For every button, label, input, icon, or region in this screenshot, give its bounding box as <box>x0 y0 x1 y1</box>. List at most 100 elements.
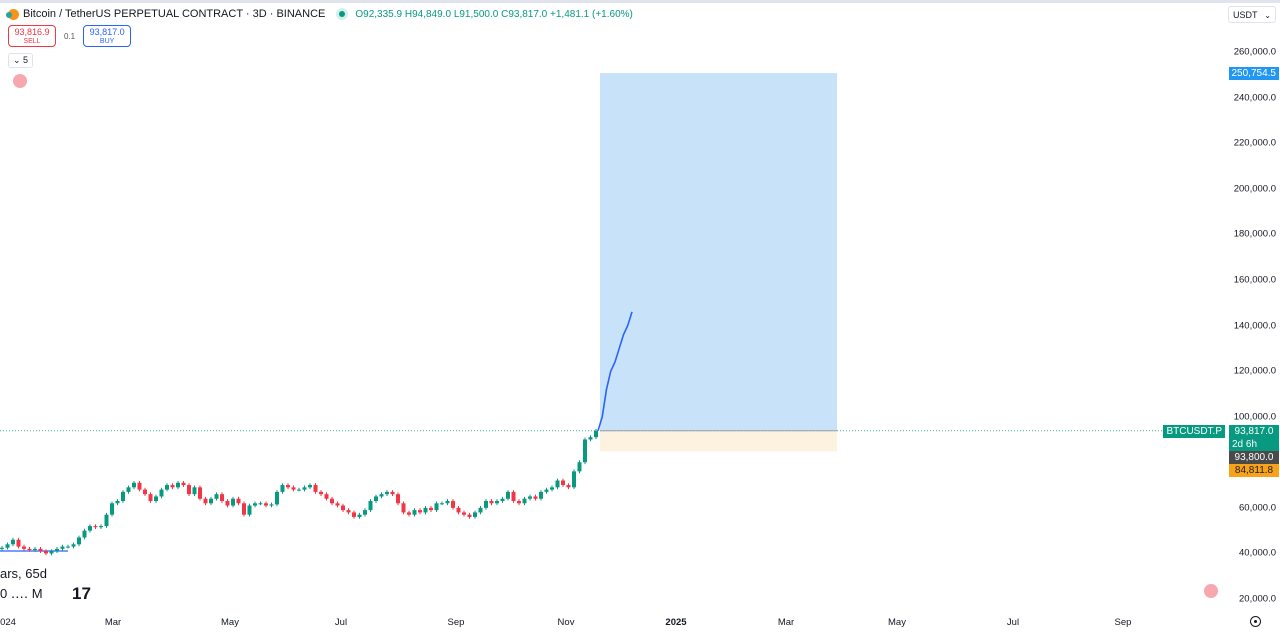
time-axis-label: Mar <box>777 617 795 628</box>
candle <box>352 512 356 517</box>
candle <box>363 510 367 515</box>
close-value: C93,817.0 <box>501 8 548 20</box>
candle <box>280 485 285 492</box>
candle <box>264 503 268 506</box>
candle <box>583 439 587 463</box>
price-axis-label: 120,000.0 <box>1233 365 1276 377</box>
candle <box>511 491 516 502</box>
time-axis-label: 024 <box>0 617 16 628</box>
alert-dot-icon[interactable] <box>13 74 27 88</box>
stop-price-tag: 84,811.8 <box>1229 464 1279 477</box>
candle <box>506 491 510 499</box>
candle <box>500 498 505 502</box>
candle <box>143 489 147 495</box>
candle <box>275 491 279 505</box>
candle <box>154 496 158 502</box>
candle <box>203 498 208 504</box>
candle <box>533 496 538 499</box>
price-chart[interactable] <box>0 0 1225 612</box>
top-border <box>0 0 1280 3</box>
price-axis-label: 220,000.0 <box>1233 137 1276 149</box>
candle <box>170 485 175 488</box>
candle <box>258 503 263 505</box>
overlay-volume-text: 0 ‥‥ M <box>0 586 43 601</box>
candle <box>423 507 428 513</box>
buy-label: BUY <box>99 38 115 45</box>
price-axis-label: 100,000.0 <box>1233 411 1276 423</box>
candle <box>253 503 257 506</box>
candle <box>220 494 224 502</box>
price-axis-label: 240,000.0 <box>1233 92 1276 104</box>
candle <box>572 471 576 488</box>
candle <box>566 485 571 488</box>
candle <box>473 512 477 517</box>
candle <box>115 501 120 504</box>
sell-price: 93,816.9 <box>14 27 50 37</box>
candle <box>291 487 296 490</box>
candle <box>451 501 455 508</box>
market-open-icon <box>339 11 346 17</box>
candle <box>396 494 400 504</box>
candle <box>495 501 499 504</box>
settings-icon[interactable] <box>1250 616 1261 627</box>
price-axis-label: 40,000.0 <box>1239 547 1276 559</box>
candle <box>126 487 131 492</box>
candle <box>401 503 406 513</box>
candle <box>346 510 351 513</box>
time-axis-label: May <box>221 617 239 628</box>
candle <box>577 462 582 472</box>
countdown-tag: 2d 6h <box>1229 438 1279 451</box>
alert-dot-icon[interactable] <box>1204 584 1218 598</box>
chevron-down-icon: ⌄ <box>1264 11 1271 20</box>
profit-zone <box>600 73 837 431</box>
candle <box>247 505 252 515</box>
time-axis-label: May <box>888 617 906 628</box>
indicators-toggle[interactable]: ⌄ 5 <box>8 53 34 68</box>
candle <box>467 514 472 517</box>
candle <box>440 503 444 505</box>
candle <box>192 487 197 495</box>
sell-button[interactable]: 93,816.9 SELL <box>8 25 56 47</box>
candle <box>544 489 549 492</box>
candle <box>374 496 378 502</box>
candle <box>49 551 54 554</box>
change-value: +1,481.1 (+1.60%) <box>550 8 633 20</box>
candle <box>335 503 340 506</box>
candle <box>71 544 76 547</box>
candle <box>341 505 345 511</box>
buy-price: 93,817.0 <box>89 27 125 37</box>
candle <box>434 503 439 511</box>
candle <box>522 498 527 504</box>
time-axis-label: Mar <box>104 617 122 628</box>
tradingview-logo[interactable]: 17 <box>72 584 91 603</box>
high-value: H94,849.0 <box>404 8 452 20</box>
candle <box>429 507 433 511</box>
price-axis-label: 260,000.0 <box>1233 46 1276 58</box>
candle <box>588 437 593 440</box>
candle <box>445 501 450 504</box>
candle <box>99 526 103 528</box>
symbol-legend: Bitcoin / TetherUS PERPETUAL CONTRACT · … <box>6 8 633 20</box>
open-value: O92,335.9 <box>355 8 403 20</box>
candle <box>0 547 4 549</box>
candle <box>456 507 461 513</box>
candle <box>22 546 26 549</box>
time-axis-label: Jul <box>334 617 348 628</box>
currency-select[interactable]: USDT ⌄ <box>1228 6 1276 23</box>
candle <box>528 496 532 499</box>
candle <box>561 480 565 486</box>
candle <box>539 491 543 499</box>
currency-value: USDT <box>1233 10 1258 20</box>
candle <box>38 548 43 552</box>
loss-zone <box>600 430 837 452</box>
candle <box>165 485 169 490</box>
candle <box>550 487 554 490</box>
candle <box>489 501 494 504</box>
candle <box>5 544 10 548</box>
symbol-title[interactable]: Bitcoin / TetherUS PERPETUAL CONTRACT · … <box>23 8 326 20</box>
buy-button[interactable]: 93,817.0 BUY <box>83 25 132 47</box>
candle <box>407 512 411 515</box>
candle <box>82 530 87 538</box>
candle <box>110 503 114 515</box>
candle <box>517 501 521 504</box>
